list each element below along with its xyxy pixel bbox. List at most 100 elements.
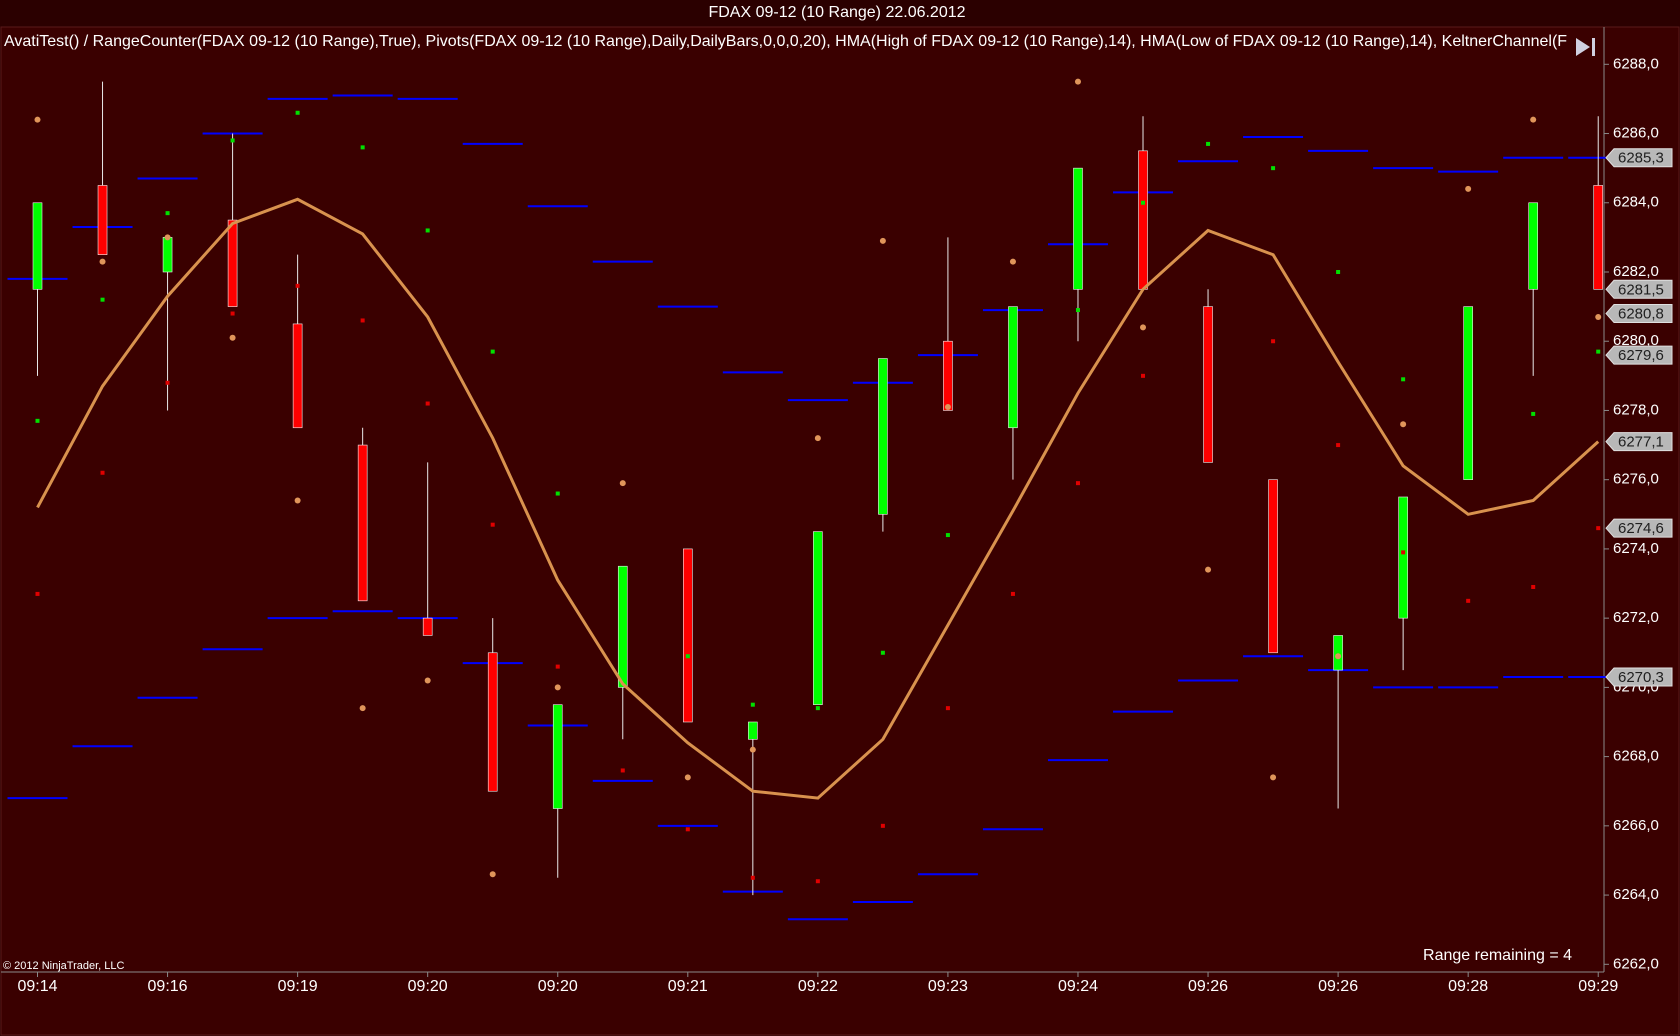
- signal-dot: [880, 650, 885, 655]
- candle-body: [1203, 306, 1213, 463]
- x-tick-label: 09:20: [538, 978, 578, 995]
- candle-body: [487, 652, 498, 792]
- signal-dot: [1010, 591, 1015, 596]
- signal-dot: [490, 522, 495, 527]
- band-dot: [424, 677, 431, 684]
- candle-body: [1008, 306, 1018, 429]
- signal-dot: [100, 297, 105, 302]
- candle-body: [1268, 479, 1278, 654]
- candle-body: [617, 565, 628, 688]
- price-marker: [1605, 304, 1673, 324]
- price-marker: [1605, 345, 1673, 365]
- x-tick-label: 09:20: [408, 978, 448, 995]
- y-tick-label: 6280,0: [1613, 332, 1659, 349]
- band-dot: [554, 684, 561, 691]
- band-dot: [749, 746, 756, 753]
- band-dot: [164, 234, 171, 241]
- signal-dot: [35, 418, 40, 423]
- candle-body: [162, 237, 173, 273]
- signal-dot: [750, 875, 755, 880]
- candle-body: [1528, 202, 1538, 290]
- band-dot: [944, 403, 951, 410]
- x-tick-label: 09:19: [278, 978, 318, 995]
- signal-dot: [425, 401, 430, 406]
- y-tick-label: 6286,0: [1613, 124, 1659, 141]
- signal-dot: [165, 211, 170, 216]
- candle-body: [943, 340, 953, 411]
- x-tick-label: 09:22: [798, 978, 838, 995]
- signal-dot: [1401, 550, 1406, 555]
- candle-body: [227, 219, 238, 307]
- signal-dot: [360, 145, 365, 150]
- price-marker-label: 6285,3: [1618, 150, 1664, 167]
- signal-dot: [1141, 373, 1146, 378]
- x-tick-label: 09:29: [1578, 978, 1618, 995]
- signal-dot: [425, 228, 430, 233]
- signal-dot: [880, 823, 885, 828]
- signal-dot: [1336, 269, 1341, 274]
- candle-body: [292, 323, 303, 429]
- price-marker-label: 6281,5: [1618, 281, 1664, 298]
- signal-dot: [685, 654, 690, 659]
- x-tick-label: 09:23: [928, 978, 968, 995]
- chart-title: FDAX 09-12 (10 Range) 22.06.2012: [708, 4, 965, 21]
- y-tick-label: 6274,0: [1613, 540, 1659, 557]
- candle-body: [813, 531, 823, 705]
- candle-body: [1593, 185, 1604, 290]
- signal-dot: [945, 706, 950, 711]
- band-dot: [1400, 421, 1407, 428]
- candle-body: [422, 617, 433, 636]
- candle-body: [1398, 496, 1408, 619]
- plot-background: [0, 26, 1680, 1036]
- x-tick-label: 09:26: [1188, 978, 1228, 995]
- signal-dot: [165, 380, 170, 385]
- x-tick-label: 09:26: [1318, 978, 1358, 995]
- candle-body: [357, 444, 368, 602]
- play-icon[interactable]: [1576, 38, 1595, 56]
- signal-dot: [1206, 141, 1211, 146]
- band-dot: [294, 497, 301, 504]
- price-marker: [1605, 148, 1673, 168]
- candle-body: [32, 202, 43, 290]
- signal-dot: [1596, 526, 1601, 531]
- price-marker-label: 6279,6: [1618, 347, 1664, 364]
- band-dot: [1140, 324, 1147, 331]
- signal-dot: [555, 664, 560, 669]
- band-dot: [1205, 566, 1212, 573]
- x-tick-label: 09:28: [1448, 978, 1488, 995]
- candle-body: [1463, 306, 1473, 480]
- x-tick-label: 09:14: [17, 978, 57, 995]
- candle-body: [552, 704, 563, 809]
- y-tick-label: 6284,0: [1613, 194, 1659, 211]
- band-dot: [489, 871, 496, 878]
- price-marker-label: 6270,3: [1618, 669, 1664, 686]
- band-dot: [814, 435, 821, 442]
- price-marker: [1605, 667, 1673, 687]
- candle-body: [97, 185, 108, 255]
- signal-dot: [230, 311, 235, 316]
- y-tick-label: 6262,0: [1613, 955, 1659, 972]
- y-tick-label: 6282,0: [1613, 263, 1659, 280]
- signal-dot: [1401, 377, 1406, 382]
- band-dot: [619, 480, 626, 487]
- x-tick-label: 09:24: [1058, 978, 1098, 995]
- candle-body: [878, 358, 888, 515]
- signal-dot: [1075, 481, 1080, 486]
- signal-dot: [1271, 339, 1276, 344]
- signal-dot: [750, 702, 755, 707]
- signal-dot: [1336, 443, 1341, 448]
- price-marker: [1605, 279, 1673, 299]
- signal-dot: [1531, 411, 1536, 416]
- y-tick-label: 6276,0: [1613, 471, 1659, 488]
- signal-dot: [685, 827, 690, 832]
- candle-body: [682, 548, 693, 723]
- band-dot: [879, 237, 886, 244]
- range-remaining: Range remaining = 4: [1423, 947, 1572, 964]
- band-dot: [1009, 258, 1016, 265]
- band-dot: [99, 258, 106, 265]
- band-dot: [1335, 653, 1342, 660]
- plot-layer: [7, 78, 1629, 921]
- signal-dot: [360, 318, 365, 323]
- band-dot: [229, 334, 236, 341]
